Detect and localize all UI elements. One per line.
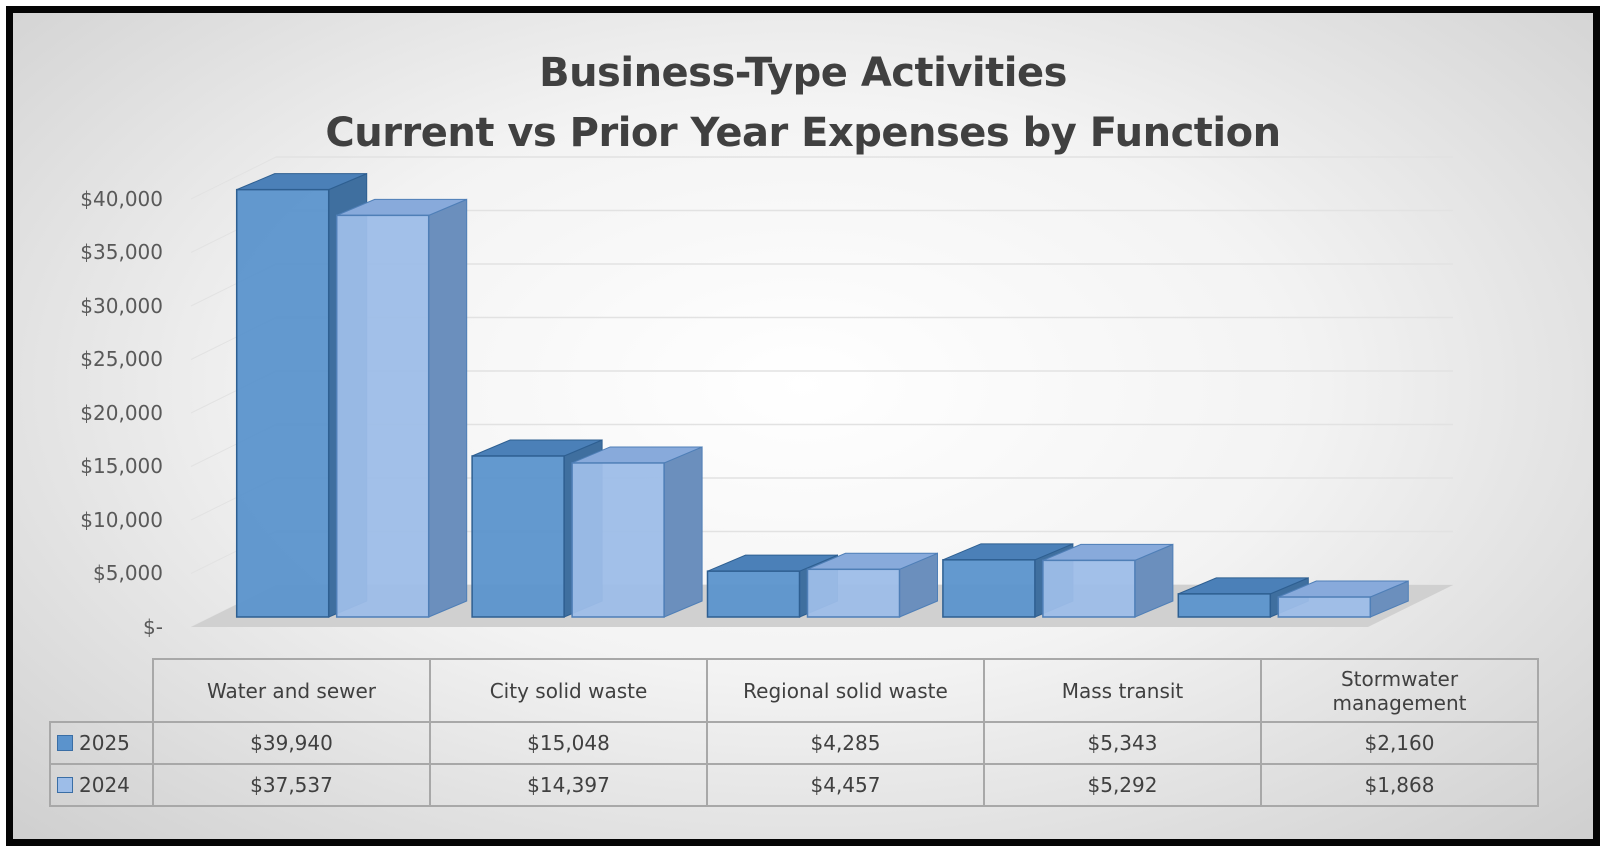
data-label: $37,537 (152, 763, 431, 807)
series-name: 2025 (79, 731, 130, 755)
data-label: $1,868 (1260, 763, 1539, 807)
bar (1177, 593, 1272, 618)
y-tick-label: $30,000 (80, 294, 163, 318)
category-label: Regional solid waste (706, 658, 985, 723)
chart-frame: Business-Type Activities Current vs Prio… (6, 6, 1600, 846)
data-label: $5,343 (983, 721, 1262, 765)
chart-subtitle: Current vs Prior Year Expenses by Functi… (325, 110, 1281, 156)
data-label: $4,285 (706, 721, 985, 765)
y-tick-label: $5,000 (93, 561, 163, 585)
data-label: $39,940 (152, 721, 431, 765)
y-tick-label: $35,000 (80, 240, 163, 264)
data-table-header-row: Water and sewer City solid waste Regiona… (50, 658, 1539, 723)
y-tick-label: $15,000 (80, 454, 163, 478)
y-tick-label: $20,000 (80, 401, 163, 425)
bar (806, 568, 901, 618)
y-tick-label: $25,000 (80, 347, 163, 371)
bar (235, 188, 330, 618)
bar (706, 570, 801, 618)
y-tick-label: $40,000 (80, 187, 163, 211)
gridline-side (190, 156, 277, 200)
data-label: $15,048 (429, 721, 708, 765)
data-label: $2,160 (1260, 721, 1539, 765)
chart-title: Business-Type Activities (539, 50, 1067, 96)
legend-key-2024 (57, 777, 73, 793)
category-label: City solid waste (429, 658, 708, 723)
bar (571, 462, 665, 618)
series-name: 2024 (79, 773, 130, 797)
y-tick-label: $10,000 (80, 508, 163, 532)
data-label: $14,397 (429, 763, 708, 807)
y-tick-label: $- (143, 615, 163, 639)
chart-plot (190, 156, 1453, 628)
data-table-row-2024: 2024 $37,537 $14,397 $4,457 $5,292 $1,86… (49, 763, 1539, 807)
bar (942, 559, 1036, 618)
legend-entry-2025: 2025 (49, 721, 154, 765)
category-label: Water and sewer (152, 658, 431, 723)
bar-side (663, 446, 703, 618)
category-label: Mass transit (983, 658, 1262, 723)
data-label: $5,292 (983, 763, 1262, 807)
category-label: Stormwater management (1260, 658, 1539, 723)
legend-key-2025 (57, 735, 73, 751)
bar (471, 455, 565, 618)
data-table: Water and sewer City solid waste Regiona… (49, 658, 1539, 807)
data-label: $4,457 (706, 763, 985, 807)
bar (1042, 559, 1136, 618)
data-table-corner (50, 659, 154, 723)
bar (1277, 596, 1372, 618)
bar-side (428, 198, 468, 618)
data-table-row-2025: 2025 $39,940 $15,048 $4,285 $5,343 $2,16… (49, 721, 1539, 765)
legend-entry-2024: 2024 (49, 763, 154, 807)
bar (335, 214, 430, 618)
